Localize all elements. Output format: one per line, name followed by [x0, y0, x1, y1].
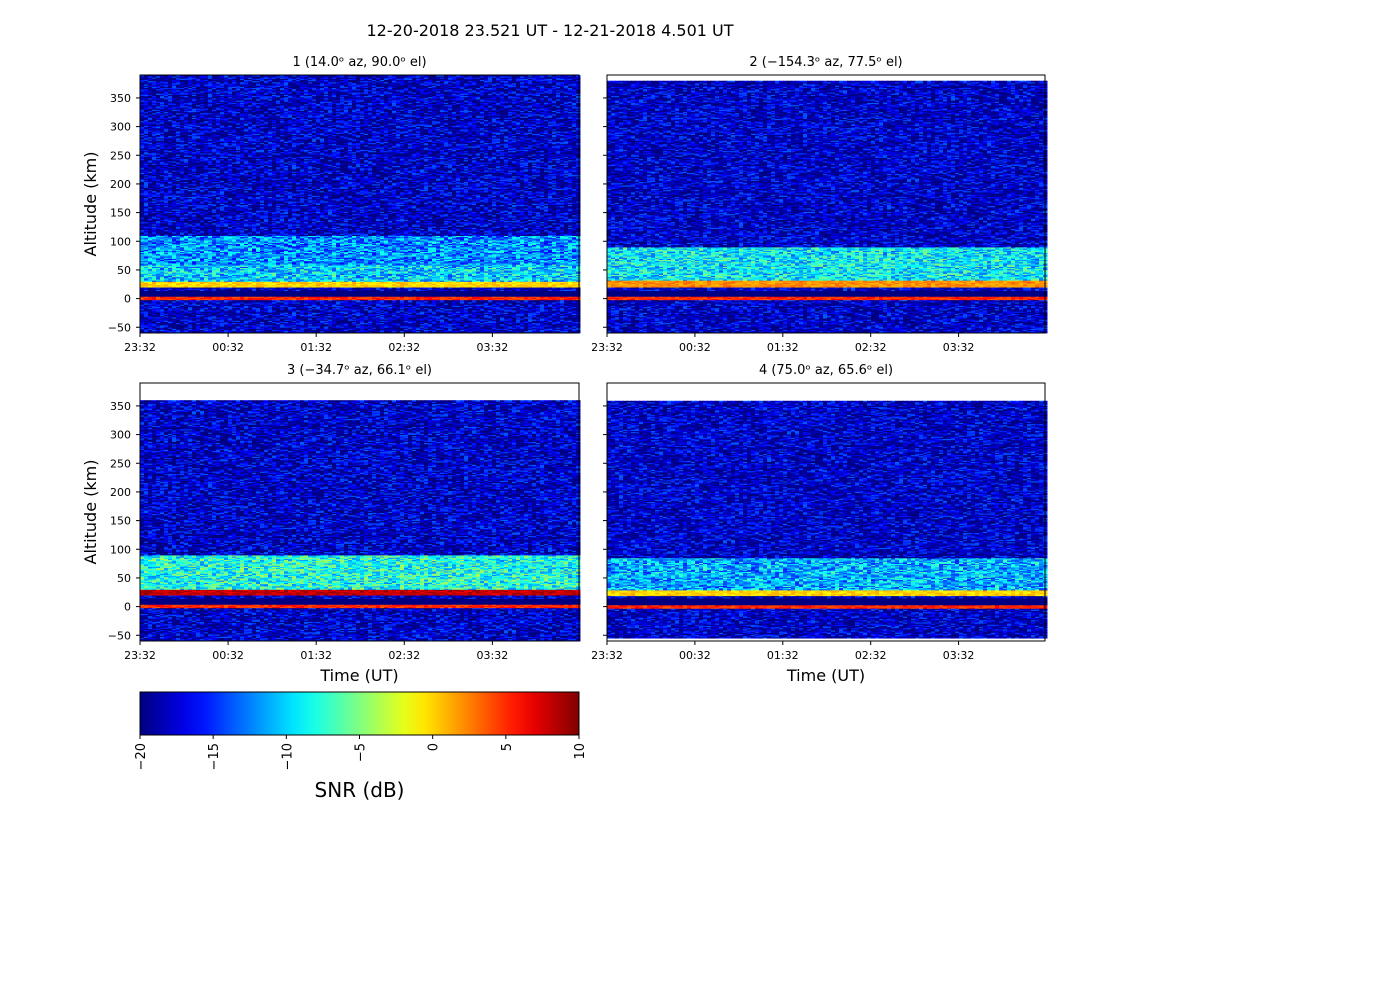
figure-suptitle: 12-20-2018 23.521 UT - 12-21-2018 4.501 …	[366, 21, 733, 40]
panel-1: 23:32 00:32 01:32 02:32 03:32−50050100150200…	[81, 55, 581, 354]
heatmap-cells	[140, 75, 581, 333]
